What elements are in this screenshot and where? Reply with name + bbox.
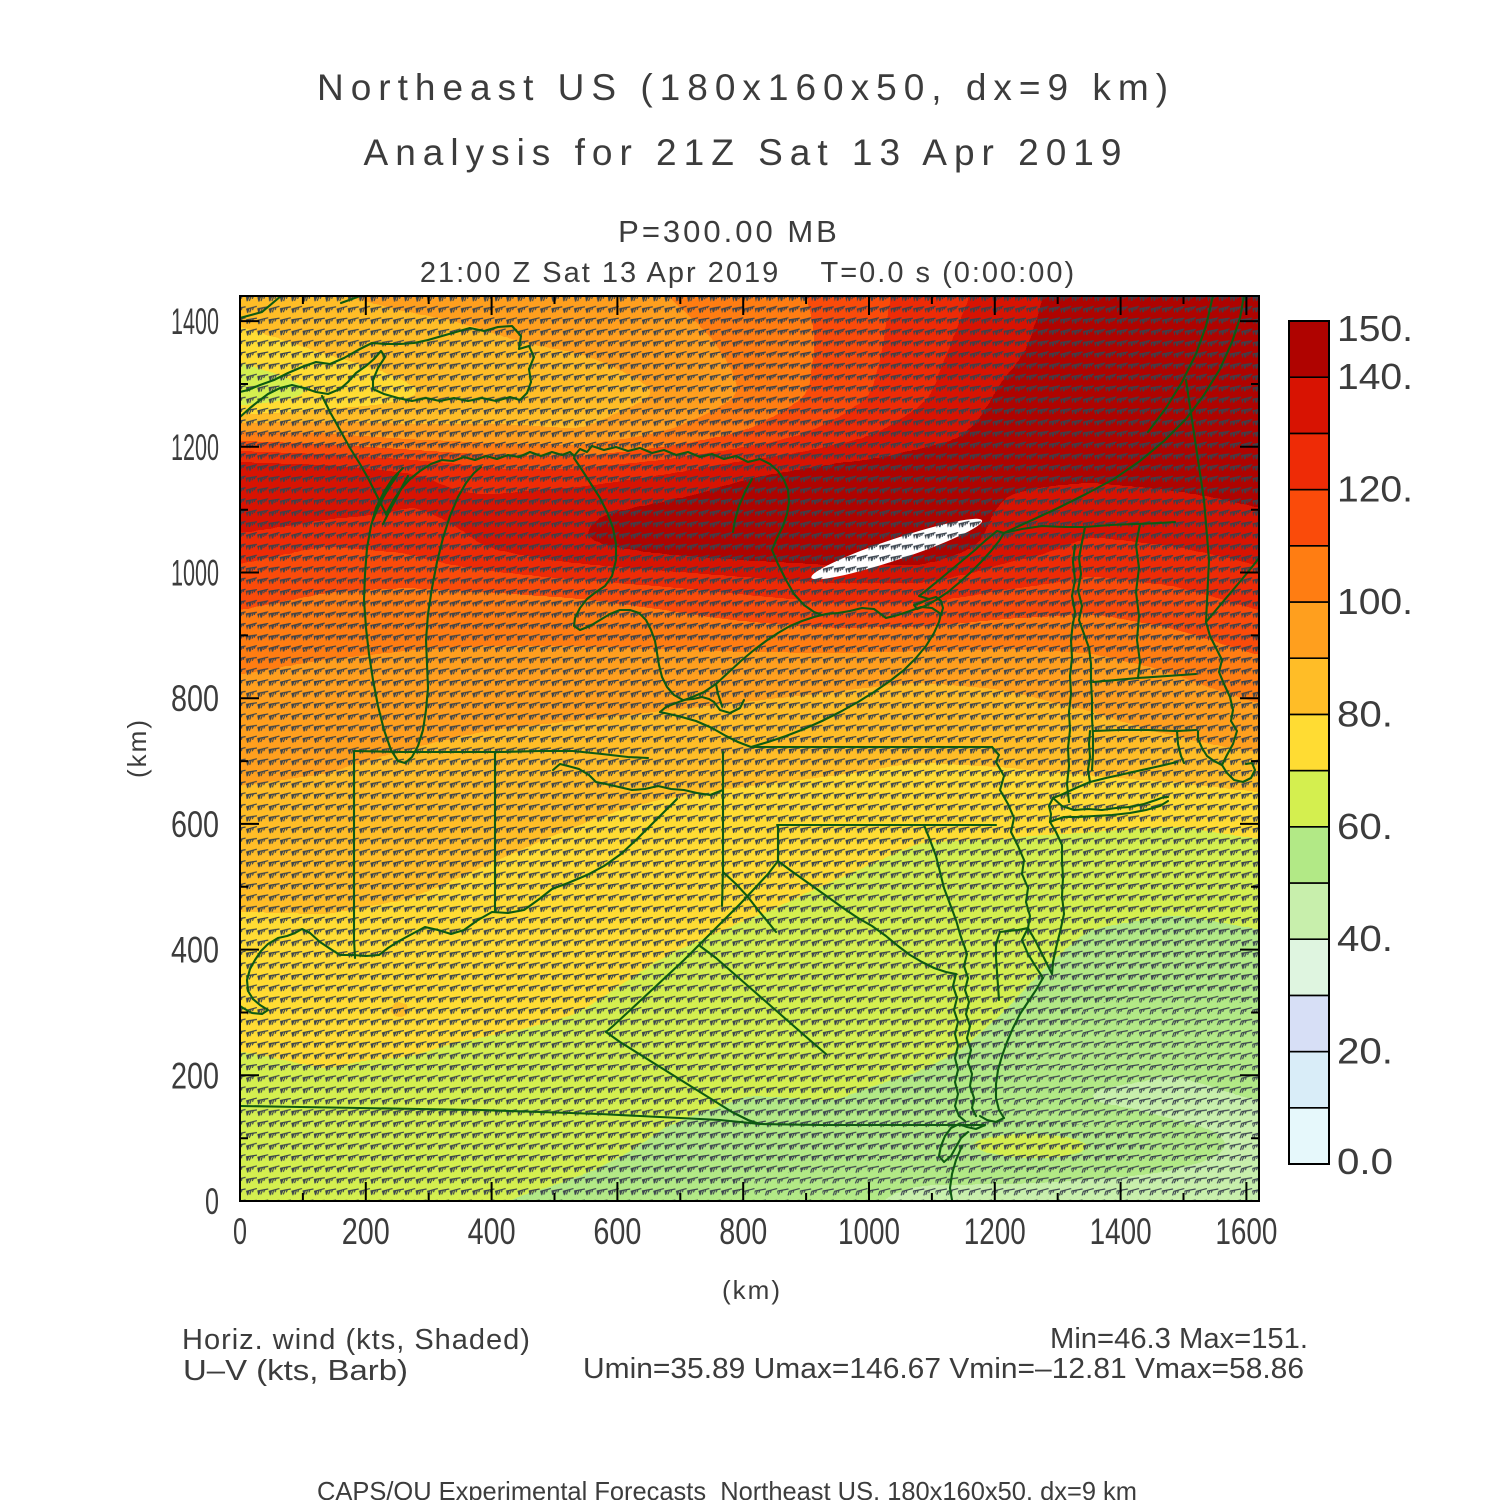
- svg-text:80.: 80.: [1337, 693, 1393, 734]
- svg-text:60.: 60.: [1337, 806, 1393, 847]
- svg-text:600: 600: [171, 804, 219, 845]
- svg-text:U–V (kts, Barb): U–V (kts, Barb): [183, 1355, 408, 1387]
- svg-text:(km): (km): [722, 1275, 782, 1305]
- svg-text:20.: 20.: [1337, 1031, 1393, 1072]
- svg-text:100.: 100.: [1337, 581, 1413, 622]
- svg-text:800: 800: [171, 678, 219, 719]
- svg-text:800: 800: [719, 1211, 767, 1252]
- svg-text:21:00 Z Sat 13 Apr 2019 T=0: 21:00 Z Sat 13 Apr 2019 T=0.0 s (0:00:00…: [420, 257, 1076, 289]
- svg-text:140.: 140.: [1337, 356, 1413, 397]
- svg-text:150.: 150.: [1337, 308, 1413, 349]
- svg-text:400: 400: [171, 930, 219, 971]
- svg-text:Horiz. wind (kts, Shaded): Horiz. wind (kts, Shaded): [182, 1324, 531, 1356]
- svg-text:Min=46.3 Max=151.: Min=46.3 Max=151.: [1050, 1323, 1308, 1355]
- svg-text:1400: 1400: [171, 301, 219, 342]
- svg-text:1200: 1200: [171, 427, 219, 468]
- svg-text:(km): (km): [122, 718, 152, 778]
- svg-text:1400: 1400: [1090, 1211, 1152, 1252]
- svg-text:P=300.00 MB: P=300.00 MB: [618, 214, 840, 249]
- svg-text:200: 200: [171, 1055, 219, 1096]
- svg-text:0.0: 0.0: [1337, 1141, 1393, 1182]
- svg-text:1600: 1600: [1215, 1211, 1277, 1252]
- svg-text:Analysis for 21Z Sat 13 Apr 20: Analysis for 21Z Sat 13 Apr 2019: [364, 132, 1129, 173]
- svg-text:1000: 1000: [171, 553, 219, 594]
- svg-text:40.: 40.: [1337, 918, 1393, 959]
- svg-text:0: 0: [233, 1211, 247, 1252]
- svg-text:1200: 1200: [964, 1211, 1026, 1252]
- svg-text:Northeast US (180x160x50, dx=9: Northeast US (180x160x50, dx=9 km): [317, 67, 1175, 108]
- svg-text:Umin=35.89 Umax=146.67 Vmin=–1: Umin=35.89 Umax=146.67 Vmin=–12.81 Vmax=…: [583, 1353, 1304, 1385]
- svg-text:600: 600: [593, 1211, 641, 1252]
- svg-text:CAPS/OU Experimental Forecasts: CAPS/OU Experimental Forecasts Northeast…: [317, 1476, 1137, 1500]
- svg-text:400: 400: [468, 1211, 516, 1252]
- svg-text:1000: 1000: [838, 1211, 900, 1252]
- svg-text:200: 200: [342, 1211, 390, 1252]
- svg-text:0: 0: [205, 1181, 219, 1222]
- svg-text:120.: 120.: [1337, 469, 1413, 510]
